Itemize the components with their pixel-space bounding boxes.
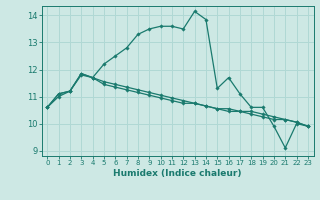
- X-axis label: Humidex (Indice chaleur): Humidex (Indice chaleur): [113, 169, 242, 178]
